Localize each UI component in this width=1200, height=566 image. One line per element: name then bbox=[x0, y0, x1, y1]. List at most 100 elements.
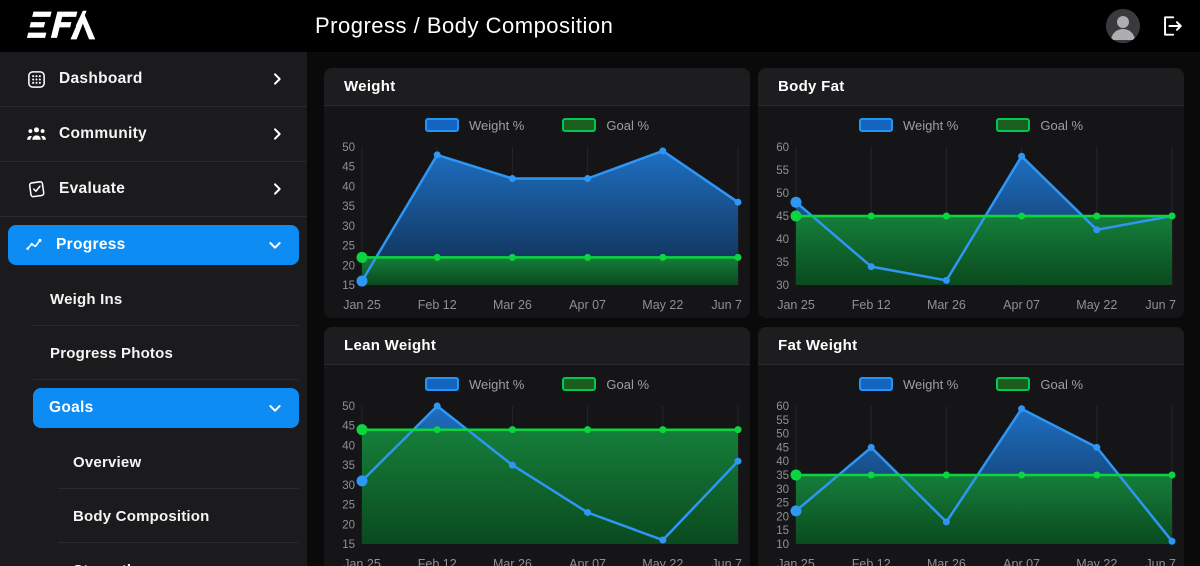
card-body: Weight % Goal % 60 55 50 45 40 35 30 Jan 25 Feb … bbox=[758, 106, 1184, 318]
sidebar-item-label: Community bbox=[59, 125, 147, 142]
clipboard-check-icon bbox=[26, 179, 48, 200]
sidebar-item-label: Goals bbox=[49, 399, 94, 416]
legend-item-goal[interactable]: Goal % bbox=[996, 377, 1083, 392]
card-header: Lean Weight bbox=[324, 327, 750, 365]
chart-legend: Weight % Goal % bbox=[424, 113, 649, 137]
weight-chart-plot: 50 45 40 35 30 25 20 15 Jan 25 Feb 12 Mar 26 Apr 07… bbox=[332, 139, 746, 318]
charts-grid: Weight Weight % Goal % 50 45 40 35 30 25 20 15 J… bbox=[307, 52, 1200, 566]
legend-item-goal[interactable]: Goal % bbox=[996, 118, 1083, 133]
sidebar-item-goals[interactable]: Goals bbox=[33, 388, 299, 428]
sidebar-item-overview[interactable]: Overview bbox=[0, 435, 307, 489]
legend-swatch-green bbox=[562, 118, 597, 132]
svg-text:30: 30 bbox=[776, 484, 789, 496]
chart-legend: Weight % Goal % bbox=[858, 113, 1083, 137]
sidebar-item-label: Dashboard bbox=[59, 70, 143, 87]
lean-weight-chart-plot: 50 45 40 35 30 25 20 15 Jan 25 Feb 12 Mar 26 Apr 07… bbox=[332, 398, 746, 566]
user-avatar-icon[interactable] bbox=[1106, 9, 1140, 43]
logout-icon[interactable] bbox=[1158, 13, 1184, 39]
sidebar-goals-wrap: Goals bbox=[0, 380, 307, 435]
svg-text:25: 25 bbox=[342, 500, 355, 512]
legend-swatch-blue bbox=[858, 118, 893, 132]
svg-text:25: 25 bbox=[776, 498, 789, 510]
svg-text:50: 50 bbox=[342, 401, 355, 413]
svg-text:60: 60 bbox=[776, 142, 789, 154]
svg-text:60: 60 bbox=[776, 401, 789, 413]
svg-text:Feb 12: Feb 12 bbox=[852, 298, 891, 312]
legend-item-weight[interactable]: Weight % bbox=[858, 377, 958, 392]
header-actions bbox=[1106, 9, 1200, 43]
svg-text:Jan 25: Jan 25 bbox=[777, 298, 815, 312]
body-fat-card: Body Fat Weight % Goal % 60 55 50 45 40 35 30 J… bbox=[758, 68, 1184, 318]
legend-item-weight[interactable]: Weight % bbox=[424, 376, 525, 392]
sidebar-item-strength[interactable]: Strength bbox=[0, 543, 307, 566]
sidebar-item-evaluate[interactable]: Evaluate bbox=[0, 162, 307, 217]
dashboard-grid-icon bbox=[26, 69, 48, 90]
svg-text:Apr 07: Apr 07 bbox=[569, 557, 606, 566]
svg-text:50: 50 bbox=[342, 142, 355, 154]
card-body: Weight % Goal % 50 45 40 35 30 25 20 15 Jan 25 Fe… bbox=[324, 365, 750, 566]
chevron-right-icon bbox=[269, 181, 285, 197]
card-body: Weight % Goal % 60 55 50 45 40 35 30 25 20 15 10 Ja… bbox=[758, 365, 1184, 566]
svg-text:May 22: May 22 bbox=[1076, 298, 1117, 312]
legend-label: Goal % bbox=[606, 376, 650, 392]
sidebar-item-weigh-ins[interactable]: Weigh Ins bbox=[0, 272, 307, 326]
fat-weight-chart-plot: 60 55 50 45 40 35 30 25 20 15 10 Jan 25 Feb 12 Mar 26… bbox=[766, 398, 1180, 566]
legend-swatch-blue bbox=[424, 377, 459, 391]
card-header: Fat Weight bbox=[758, 327, 1184, 365]
svg-text:45: 45 bbox=[776, 211, 789, 223]
svg-text:Jan 25: Jan 25 bbox=[343, 557, 381, 566]
svg-text:Feb 12: Feb 12 bbox=[852, 557, 891, 566]
weight-card: Weight Weight % Goal % 50 45 40 35 30 25 20 15 J… bbox=[324, 68, 750, 318]
svg-text:35: 35 bbox=[776, 257, 789, 269]
sidebar-item-label: Weigh Ins bbox=[50, 290, 123, 308]
sidebar-item-progress-photos[interactable]: Progress Photos bbox=[0, 326, 307, 380]
legend-item-goal[interactable]: Goal % bbox=[562, 118, 649, 133]
svg-text:45: 45 bbox=[776, 442, 789, 454]
sidebar-item-progress[interactable]: Progress bbox=[8, 225, 299, 265]
svg-text:55: 55 bbox=[776, 415, 789, 427]
legend-item-goal[interactable]: Goal % bbox=[562, 377, 649, 392]
svg-text:Apr 07: Apr 07 bbox=[569, 298, 606, 312]
sidebar-item-body-composition[interactable]: Body Composition bbox=[0, 489, 307, 543]
legend-swatch-green bbox=[996, 377, 1031, 391]
svg-text:Jan 25: Jan 25 bbox=[343, 298, 381, 312]
chevron-down-icon bbox=[267, 400, 283, 416]
svg-text:15: 15 bbox=[776, 525, 789, 537]
svg-text:50: 50 bbox=[776, 188, 789, 200]
legend-label: Goal % bbox=[1040, 117, 1084, 133]
legend-item-weight[interactable]: Weight % bbox=[424, 117, 525, 133]
legend-label: Weight % bbox=[902, 117, 959, 133]
legend-item-weight[interactable]: Weight % bbox=[858, 117, 959, 133]
svg-text:Jun 7: Jun 7 bbox=[1145, 298, 1176, 312]
svg-text:Jun 7: Jun 7 bbox=[711, 557, 742, 566]
chart-title: Lean Weight bbox=[344, 337, 437, 354]
sidebar-item-label: Body Composition bbox=[73, 507, 210, 525]
svg-text:35: 35 bbox=[776, 470, 789, 482]
svg-text:May 22: May 22 bbox=[642, 557, 683, 566]
svg-text:20: 20 bbox=[342, 519, 355, 531]
people-icon bbox=[26, 124, 48, 145]
legend-label: Weight % bbox=[468, 117, 525, 133]
chart-title: Weight bbox=[344, 78, 396, 95]
sidebar-item-community[interactable]: Community bbox=[0, 107, 307, 162]
sidebar-item-dashboard[interactable]: Dashboard bbox=[0, 52, 307, 107]
chart-title: Fat Weight bbox=[778, 337, 858, 354]
svg-text:Mar 26: Mar 26 bbox=[493, 298, 532, 312]
trend-line-icon bbox=[24, 235, 46, 255]
chevron-down-icon bbox=[267, 237, 283, 253]
svg-text:45: 45 bbox=[342, 162, 355, 174]
svg-text:40: 40 bbox=[776, 456, 789, 468]
efa-logo[interactable] bbox=[16, 5, 102, 47]
legend-swatch-blue bbox=[858, 377, 893, 391]
svg-text:Apr 07: Apr 07 bbox=[1003, 298, 1040, 312]
top-header: Progress / Body Composition bbox=[0, 0, 1200, 52]
svg-text:Mar 26: Mar 26 bbox=[493, 557, 532, 566]
svg-text:Mar 26: Mar 26 bbox=[927, 557, 966, 566]
svg-text:35: 35 bbox=[342, 201, 355, 213]
svg-text:May 22: May 22 bbox=[642, 298, 683, 312]
legend-swatch-blue bbox=[424, 118, 459, 132]
chart-legend: Weight % Goal % bbox=[858, 372, 1083, 396]
sidebar-progress-wrap: Progress bbox=[0, 217, 307, 272]
legend-label: Weight % bbox=[468, 376, 525, 392]
sidebar-item-label: Progress bbox=[56, 236, 126, 253]
